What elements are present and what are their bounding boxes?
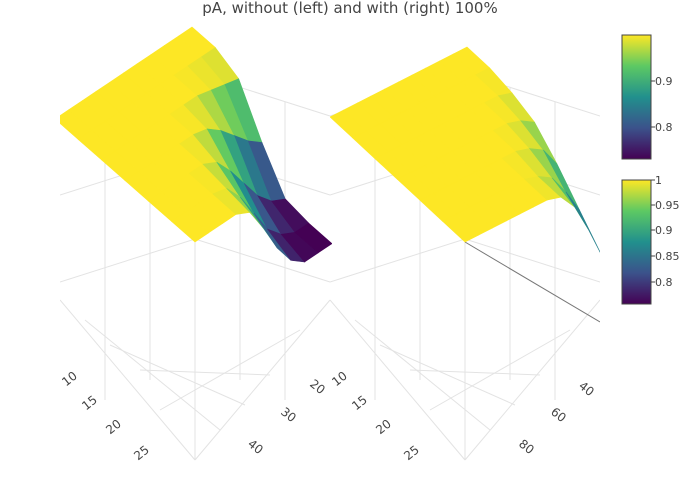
ticks-left: 10 15 20 25 20 30 40 — [59, 369, 328, 463]
colorbar-right-tick-0.85: 0.85 — [655, 250, 680, 263]
y-tick-right-80: 80 — [516, 437, 537, 457]
colorbar-right-gradient — [621, 179, 652, 305]
colorbar-left-tick-0.9: 0.9 — [655, 75, 673, 88]
y-tick-left-40: 40 — [245, 437, 266, 457]
colorbar-left-gradient — [621, 34, 652, 160]
x-tick-right-25: 25 — [401, 443, 422, 463]
x-tick-right-20: 20 — [373, 417, 394, 437]
colorbar-left: 0.9 0.8 — [621, 34, 673, 160]
surface-patch — [565, 191, 600, 253]
y-tick-left-30: 30 — [278, 405, 299, 425]
colorbar-right: 1 0.95 0.9 0.85 0.8 — [621, 174, 680, 305]
colorbar-left-tick-0.8: 0.8 — [655, 121, 673, 134]
chart-title: pA, without (left) and with (right) 100% — [202, 0, 497, 17]
x-tick-left-20: 20 — [103, 417, 124, 437]
ticks-right: 10 15 20 25 40 60 80 — [329, 369, 597, 463]
subplot-right[interactable]: 10 15 20 25 40 60 80 — [329, 46, 602, 463]
colorbar-right-tick-1: 1 — [655, 174, 662, 187]
y-tick-right-40: 40 — [576, 379, 597, 399]
surface-left — [60, 26, 332, 263]
x-tick-left-25: 25 — [131, 443, 152, 463]
subplot-left[interactable]: 10 15 20 25 20 30 40 — [55, 26, 332, 463]
x-tick-left-10: 10 — [59, 369, 80, 389]
colorbar-right-tick-0.95: 0.95 — [655, 199, 680, 212]
x-tick-right-10: 10 — [329, 369, 350, 389]
y-tick-right-60: 60 — [548, 405, 569, 425]
y-tick-left-20: 20 — [307, 377, 328, 397]
x-tick-right-15: 15 — [349, 393, 370, 413]
colorbar-right-tick-0.9: 0.9 — [655, 224, 673, 237]
surface-right — [330, 46, 600, 253]
x-tick-left-15: 15 — [79, 393, 100, 413]
surface-patch — [294, 222, 332, 254]
colorbar-right-tick-0.8: 0.8 — [655, 276, 673, 289]
